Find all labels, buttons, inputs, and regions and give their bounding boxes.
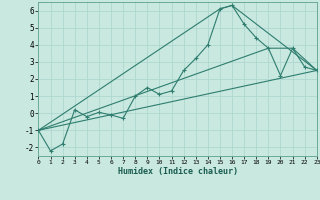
X-axis label: Humidex (Indice chaleur): Humidex (Indice chaleur) xyxy=(118,167,238,176)
